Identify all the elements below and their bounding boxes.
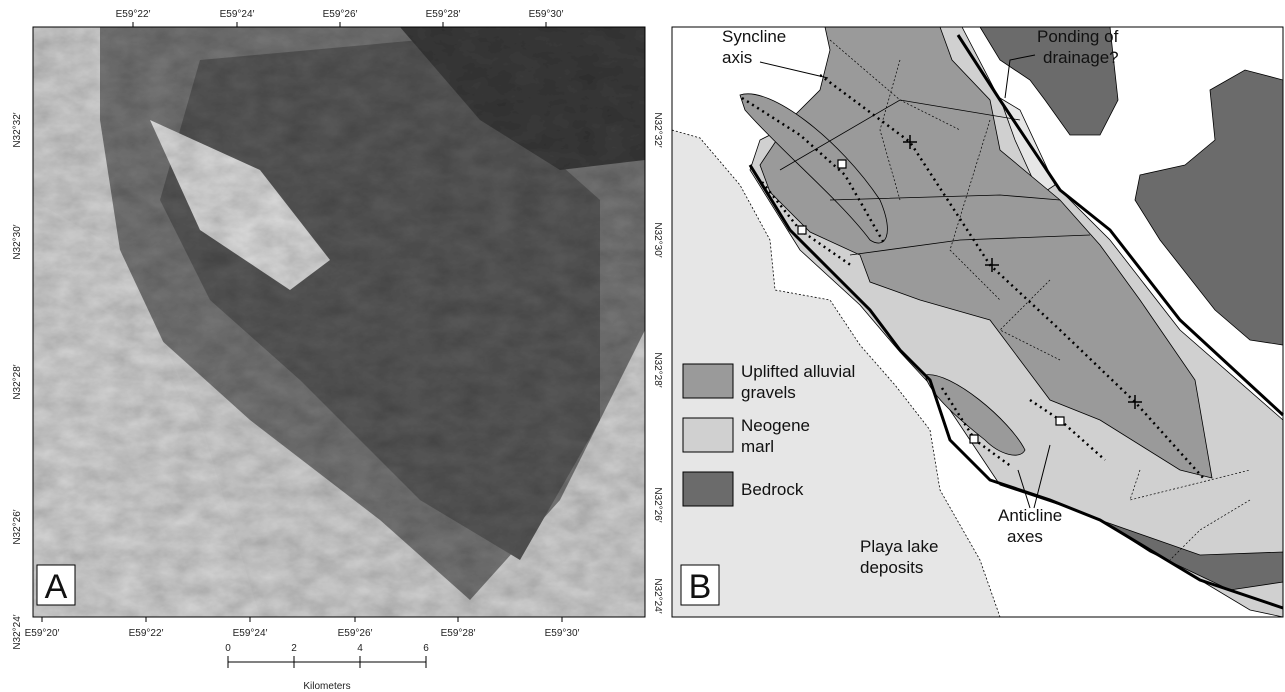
playa-label: deposits [860,558,923,577]
page: Geological map figure html, body { margi… [0,0,1285,692]
geologic-map [672,27,1283,617]
tick-label: N32°24′ [652,578,663,613]
ponding-label: Ponding of [1037,27,1119,46]
tick-label: N32°30′ [652,222,663,257]
playa-label: Playa lake [860,537,938,556]
tick-label: E59°26′ [323,9,358,20]
tick-label: E59°28′ [426,9,461,20]
body: { "panel_a": { "label": "A", "top_ticks"… [0,0,1285,692]
tick-label: N32°32′ [12,112,23,147]
tick-label: N32°32′ [652,112,663,147]
tick-label: E59°24′ [220,9,255,20]
legend-label: marl [741,437,774,456]
legend-swatch [683,472,733,506]
tick-label: E59°30′ [545,628,580,639]
tick-label: N32°30′ [12,224,23,259]
top-ticks: E59°22′ E59°24′ E59°26′ E59°28′ E59°30′ [116,9,564,27]
figure: A E59°22′ E59°24′ E59°26′ E59°28′ E59°30′ E5… [0,0,1285,692]
legend-swatch [683,364,733,398]
legend-label: Uplifted alluvial [741,362,855,381]
syncline-label: axis [722,48,752,67]
legend-label: Neogene [741,416,810,435]
tick-label: N32°26′ [12,509,23,544]
tick-label: N32°24′ [12,614,23,649]
legend-label: gravels [741,383,796,402]
scale-label: 4 [357,643,363,654]
right-ticks: N32°32′ N32°30′ N32°28′ N32°26′ N32°24′ [652,112,663,613]
tick-label: E59°24′ [233,628,268,639]
tick-label: E59°22′ [116,9,151,20]
scale-unit: Kilometers [303,681,350,692]
tick-label: E59°28′ [441,628,476,639]
image-texture [33,27,645,617]
tick-label: N32°28′ [12,364,23,399]
satellite-image [33,27,645,617]
tick-label: E59°22′ [129,628,164,639]
legend-label: Bedrock [741,480,804,499]
syncline-label: Syncline [722,27,786,46]
anticline-label: axes [1007,527,1043,546]
scale-label: 2 [291,643,297,654]
anticline-label: Anticline [998,506,1062,525]
bottom-ticks: E59°20′ E59°22′ E59°24′ E59°26′ E59°28′ E59°3… [25,617,580,639]
panel-label: B [689,568,712,606]
ponding-label: drainage? [1043,48,1119,67]
legend-swatch [683,418,733,452]
scale-bar: Kilometers 0 2 4 6 [225,643,429,692]
panel-label: A [45,568,68,606]
left-ticks: N32°32′ N32°30′ N32°28′ N32°26′ N32°24′ [12,112,23,649]
scale-label: 0 [225,643,231,654]
scale-label: 6 [423,643,429,654]
tick-label: N32°26′ [652,487,663,522]
tick-label: E59°26′ [338,628,373,639]
tick-label: N32°28′ [652,352,663,387]
tick-label: E59°20′ [25,628,60,639]
tick-label: E59°30′ [529,9,564,20]
